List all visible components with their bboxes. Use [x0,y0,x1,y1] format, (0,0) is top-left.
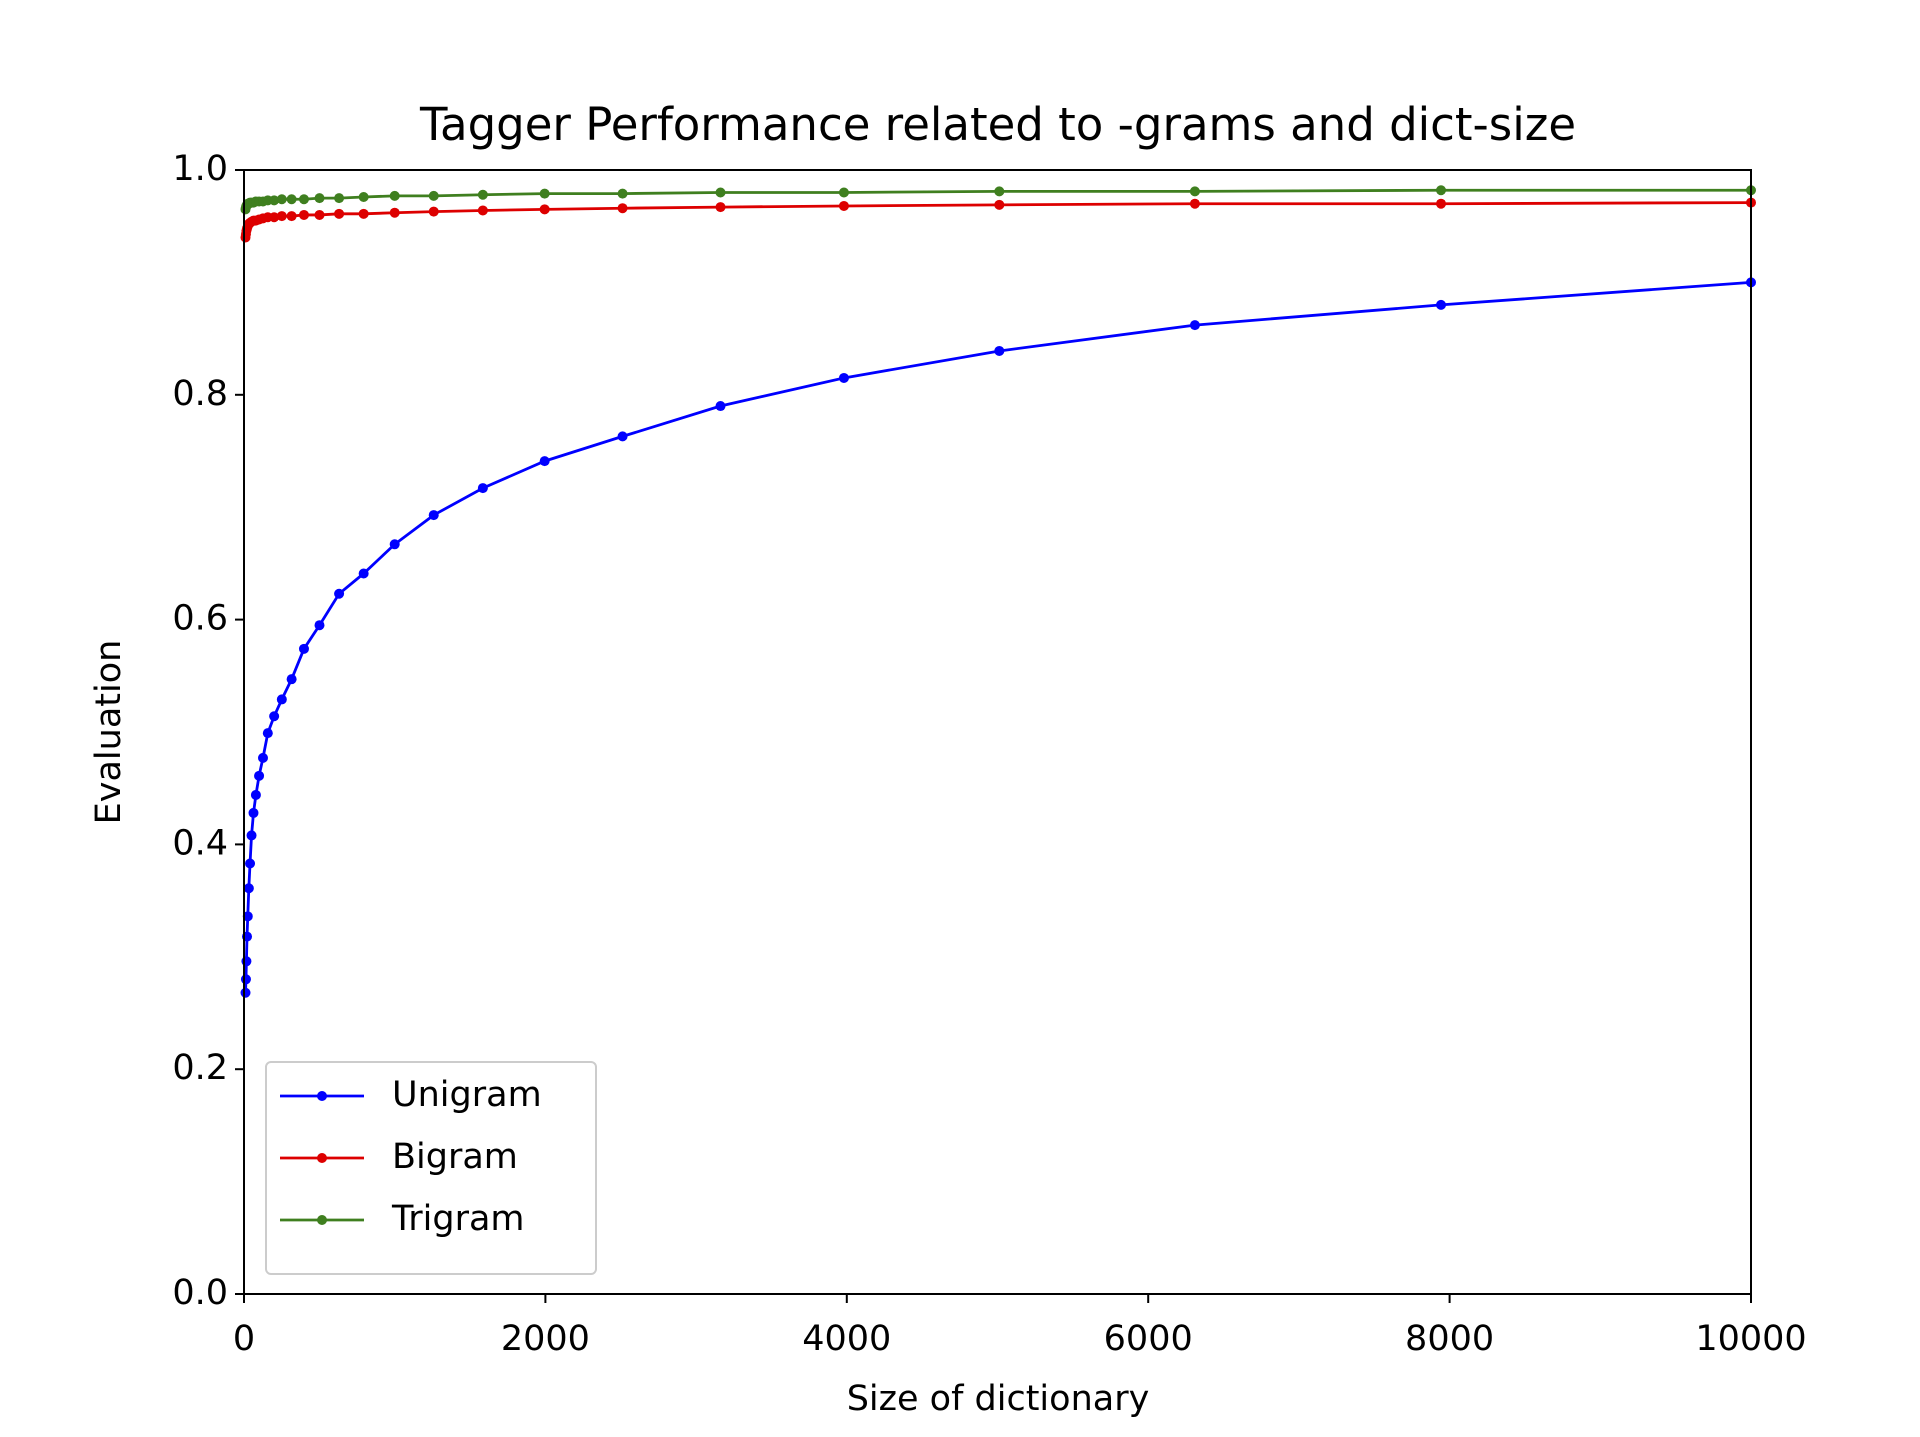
point [269,711,280,722]
x-tick-label: 2000 [501,1319,590,1359]
x-tick-label: 8000 [1405,1319,1494,1359]
point [1436,185,1447,196]
legend-marker [317,1091,327,1101]
legend-label: Bigram [392,1137,518,1177]
point [276,694,287,705]
y-tick-label: 0.0 [172,1273,228,1313]
point [1436,299,1447,310]
series-line [244,281,1752,993]
point [428,190,439,201]
point [994,186,1005,197]
legend-marker [317,1215,327,1225]
point [298,209,309,220]
point [389,539,400,550]
point [298,194,309,205]
x-tick-label: 0 [233,1319,255,1359]
point [539,456,550,467]
point [539,188,550,199]
point [617,188,628,199]
point [314,209,325,220]
point [539,204,550,215]
point [248,807,259,818]
y-tick-label: 1.0 [172,149,228,189]
y-tick-label: 0.2 [172,1048,228,1088]
x-tick-label: 10000 [1695,1319,1806,1359]
y-axis-label: Evaluation [89,640,129,825]
x-axis-label: Size of dictionary [847,1379,1150,1419]
y-tick-label: 0.8 [172,374,228,414]
point [276,194,287,205]
point [994,199,1005,210]
point [389,190,400,201]
point [477,205,488,216]
point [243,883,254,894]
y-tick-label: 0.6 [172,599,228,639]
point [428,206,439,217]
point [269,212,280,223]
legend-label: Unigram [392,1075,542,1115]
point [257,752,268,763]
point [298,643,309,654]
point [240,987,251,998]
point [276,211,287,222]
point [838,187,849,198]
legend-marker [317,1153,327,1163]
point [286,211,297,222]
point [838,200,849,211]
point [428,510,439,521]
point [838,372,849,383]
point [240,974,251,985]
point [994,345,1005,356]
point [314,193,325,204]
point [715,401,726,412]
point [262,728,273,739]
legend-label: Trigram [391,1199,525,1239]
point [477,483,488,494]
axes-frame [243,169,1752,1295]
point [254,770,265,781]
point [286,674,297,685]
point [358,208,369,219]
point [617,203,628,214]
y-tick-label: 0.4 [172,823,228,863]
x-tick-label: 4000 [802,1319,891,1359]
point [286,194,297,205]
point [246,830,257,841]
point [477,189,488,200]
point [358,568,369,579]
point [1189,186,1200,197]
point [245,858,256,869]
point [1189,320,1200,331]
legend: Unigram Bigram Trigram [265,1061,597,1275]
point [334,588,345,599]
point [1189,198,1200,209]
point [617,431,628,442]
point [250,789,261,800]
point [334,193,345,204]
point [715,202,726,213]
x-tick-label: 6000 [1104,1319,1193,1359]
point [1436,198,1447,209]
chart-title: Tagger Performance related to -grams and… [419,98,1576,151]
point [269,195,280,206]
point [242,911,253,922]
point [314,620,325,631]
point [358,191,369,202]
point [241,956,252,967]
point [334,208,345,219]
point [715,187,726,198]
point [389,207,400,218]
